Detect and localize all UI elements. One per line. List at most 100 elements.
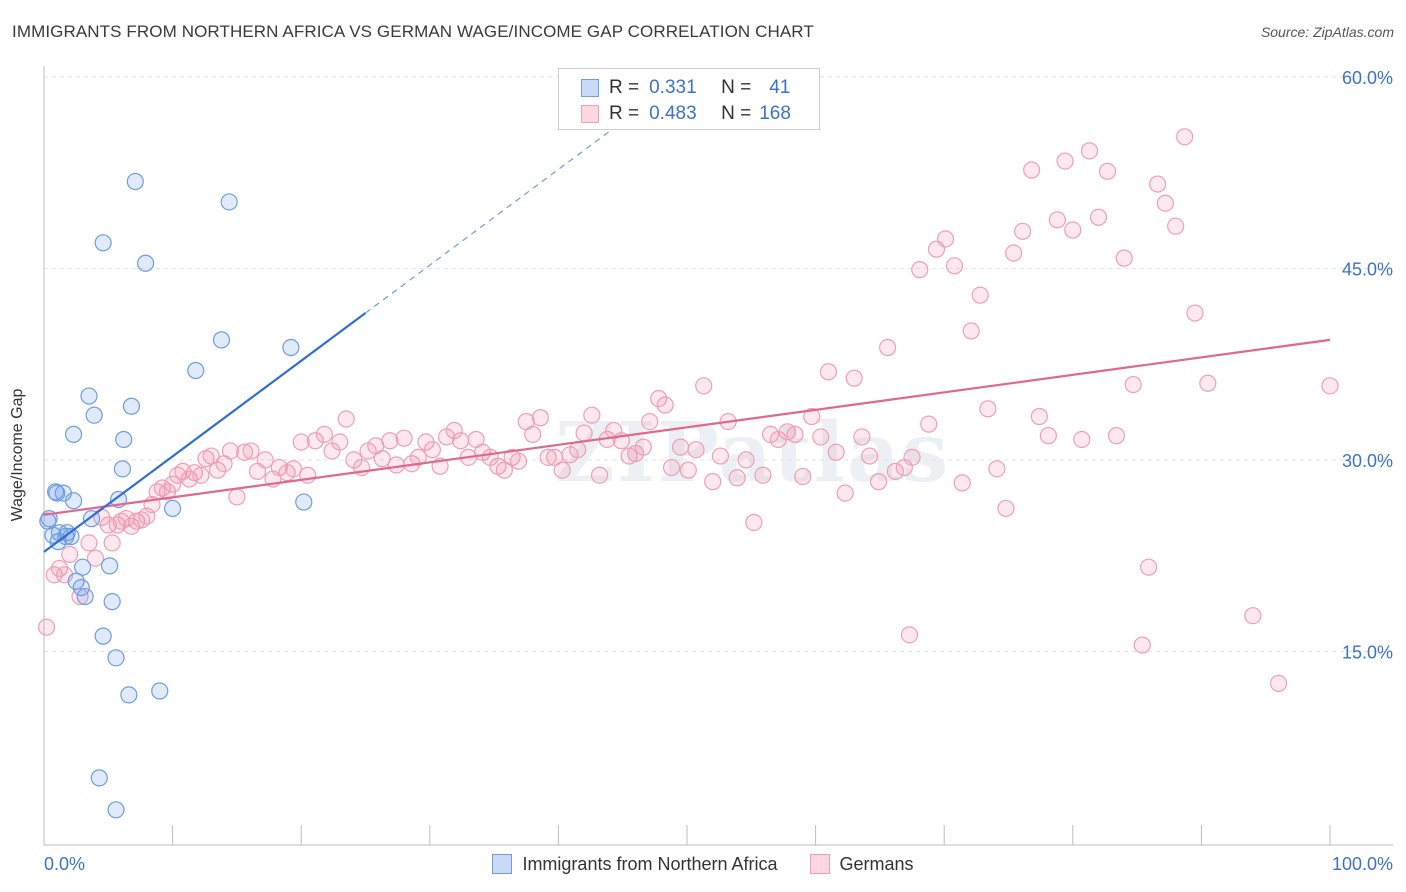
germans-point — [786, 425, 804, 443]
source-credit: Source: ZipAtlas.com — [1260, 24, 1394, 40]
germans-point — [1167, 217, 1185, 235]
germans-point — [37, 618, 56, 636]
germans-point — [1321, 377, 1339, 395]
germans-point — [164, 475, 182, 493]
germans-point — [634, 438, 652, 456]
germans-point — [86, 549, 105, 567]
germans-point — [337, 410, 355, 428]
germans-point — [945, 257, 964, 275]
germans-point — [870, 473, 888, 491]
legend-row-immigrants: R = 0.331 N = 41 — [581, 76, 790, 100]
germans-point — [687, 441, 705, 459]
germans-point — [531, 409, 549, 427]
germans-point — [192, 466, 210, 484]
germans-point — [1107, 427, 1126, 445]
legend-item-immigrants: Immigrants from Northern Africa — [492, 854, 778, 875]
germans-point — [794, 467, 812, 486]
germans-point — [886, 462, 904, 480]
legend-swatch-pink — [809, 854, 830, 874]
germans-point — [1098, 162, 1117, 180]
germans-point — [1115, 249, 1133, 267]
germans-point — [1140, 558, 1158, 576]
germans-point — [662, 458, 681, 477]
immigrants-point — [94, 234, 112, 252]
tick-labels: 15.0% 30.0% 45.0% 60.0% 0.0% 100.0% — [44, 68, 1393, 874]
germans-point — [1133, 636, 1151, 654]
legend-n-value: 41 — [769, 77, 791, 98]
x-tick-label: 100.0% — [1332, 854, 1393, 874]
germans-point — [903, 448, 921, 466]
germans-point — [299, 466, 317, 484]
germans-point — [1023, 161, 1041, 179]
germans-point — [509, 452, 528, 470]
germans-point — [836, 484, 854, 502]
germans-point — [953, 474, 971, 492]
legend-n-label: N = — [721, 77, 752, 98]
x-tick-label: 0.0% — [44, 854, 85, 874]
legend-n-value: 168 — [759, 103, 791, 124]
germans-point — [1244, 607, 1262, 625]
germans-point — [381, 432, 399, 450]
chart-title: IMMIGRANTS FROM NORTHERN AFRICA VS GERMA… — [12, 22, 814, 41]
germans-point — [997, 499, 1015, 518]
germans-point — [331, 433, 349, 451]
immigrants-point — [113, 460, 132, 478]
germans-point — [1073, 430, 1091, 449]
germans-point — [900, 626, 919, 644]
germans-point — [103, 534, 121, 552]
series-legend: Immigrants from Northern Africa Germans — [0, 850, 1406, 878]
germans-point — [495, 461, 513, 479]
immigrants-point — [115, 430, 133, 449]
immigrants-point — [282, 338, 300, 357]
germans-point — [228, 488, 246, 506]
germans-point — [695, 377, 713, 395]
germans-point — [292, 433, 310, 451]
germans-point — [423, 441, 441, 459]
germans-point — [1056, 152, 1074, 170]
y-tick-label: 60.0% — [1342, 68, 1393, 88]
germans-point — [1149, 175, 1167, 193]
germans-point — [671, 438, 690, 456]
legend-row-germans: R = 0.483 N = 168 — [581, 102, 791, 126]
germans-point — [539, 448, 557, 466]
germans-point — [209, 461, 227, 479]
immigrants-point — [187, 361, 205, 380]
immigrants-point — [107, 801, 125, 819]
y-tick-label: 15.0% — [1342, 642, 1393, 662]
germans-point — [452, 432, 470, 450]
germans-point — [242, 442, 260, 460]
correlation-legend: R = 0.331 N = 41 R = 0.483 N = 168 — [558, 68, 820, 130]
legend-swatch-pink — [581, 105, 599, 123]
germans-point — [650, 390, 668, 408]
immigrants-point — [126, 172, 144, 191]
germans-point — [728, 469, 746, 487]
legend-r-value: 0.483 — [649, 103, 697, 124]
immigrants-trend-line — [43, 312, 367, 553]
germans-point — [1005, 244, 1023, 262]
germans-point — [284, 460, 303, 478]
immigrants-point — [76, 587, 94, 606]
germans-point — [1156, 194, 1174, 212]
germans-point — [711, 447, 730, 465]
germans-point — [202, 447, 220, 465]
germans-point — [569, 441, 587, 459]
legend-swatch-blue — [492, 854, 513, 874]
immigrants-point — [85, 406, 103, 424]
germans-trend-line — [43, 338, 1331, 516]
germans-point — [524, 425, 542, 443]
immigrants-point — [212, 331, 231, 349]
germans-point — [853, 428, 871, 446]
immigrants-point — [122, 397, 141, 415]
immigrants-point — [80, 387, 98, 405]
germans-point — [373, 450, 391, 468]
germans-point — [256, 451, 274, 469]
germans-point — [656, 396, 674, 414]
y-tick-label: 30.0% — [1342, 451, 1393, 471]
germans-point — [61, 545, 79, 563]
germans-point — [1186, 304, 1204, 322]
germans-point — [1014, 222, 1032, 240]
germans-point — [590, 466, 609, 484]
germans-point — [819, 363, 838, 381]
immigrants-point — [72, 578, 90, 597]
